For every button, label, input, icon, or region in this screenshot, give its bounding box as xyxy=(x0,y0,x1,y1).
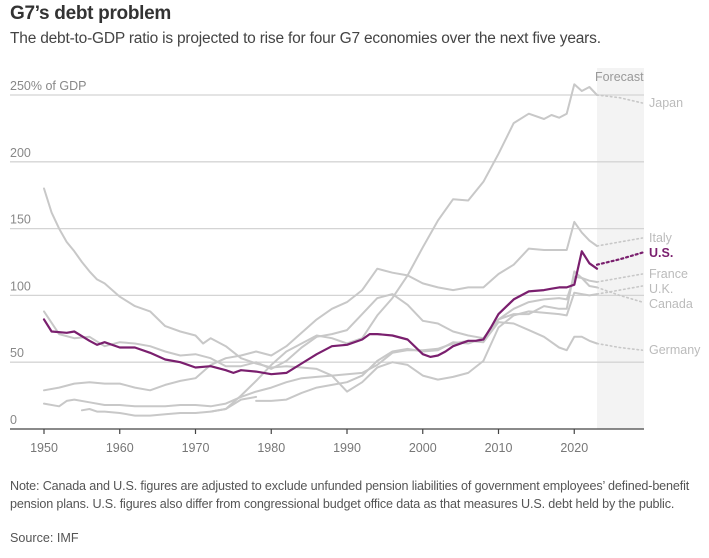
series-label-italy: Italy xyxy=(649,231,673,245)
series-label-germany: Germany xyxy=(649,343,701,357)
series-forecast-canada xyxy=(596,286,644,303)
series-label-u-s: U.S. xyxy=(649,246,673,260)
series-line-u-s xyxy=(42,250,599,376)
y-tick-label-200: 200 xyxy=(10,146,31,160)
series-label-u-k: U.K. xyxy=(649,282,673,296)
series-label-canada: Canada xyxy=(649,297,693,311)
chart-source: Source: IMF xyxy=(10,531,79,545)
series-forecast-italy xyxy=(596,237,644,247)
y-tick-label-0: 0 xyxy=(10,413,17,427)
series-line-germany xyxy=(43,321,598,408)
y-tick-label-100: 100 xyxy=(10,279,31,293)
x-tick-label-2010: 2010 xyxy=(485,441,513,455)
y-tick-label-250: 250% of GDP xyxy=(10,79,86,93)
x-tick-label-1990: 1990 xyxy=(333,441,361,455)
series-forecast-france xyxy=(596,273,644,283)
series-line-unlabeled-short-early-series xyxy=(80,395,258,417)
series-label-japan: Japan xyxy=(649,96,683,110)
forecast-band-layer xyxy=(596,68,644,429)
series-forecast-u-s xyxy=(595,251,644,266)
y-tick-label-50: 50 xyxy=(10,346,24,360)
x-axis: 1950 1960 1970 1980 1990 2000 2010 2020 xyxy=(10,428,644,455)
series-line-u-k xyxy=(43,187,598,393)
x-tick-label-1970: 1970 xyxy=(182,441,210,455)
series-line-canada xyxy=(43,270,598,370)
series-line-japan xyxy=(209,83,598,413)
series-forecast-u-k xyxy=(596,285,644,295)
series-label-france: France xyxy=(649,267,688,281)
x-tick-label-2000: 2000 xyxy=(409,441,437,455)
y-tick-label-150: 150 xyxy=(10,213,31,227)
chart-note: Note: Canada and U.S. figures are adjust… xyxy=(10,479,690,511)
forecast-label: Forecast xyxy=(595,70,644,84)
line-chart: 0 50 100 150 200 250% of GDP 1950 1960 1970 1980… xyxy=(10,68,701,455)
series-lines xyxy=(42,83,644,417)
x-tick-label-2020: 2020 xyxy=(560,441,588,455)
gridlines: 0 50 100 150 200 250% of GDP xyxy=(10,79,644,427)
chart-title: G7’s debt problem xyxy=(10,3,172,24)
series-line-italy xyxy=(43,220,598,392)
series-forecast-germany xyxy=(596,342,644,351)
series-forecast-japan xyxy=(596,94,644,104)
x-tick-label-1960: 1960 xyxy=(106,441,134,455)
chart-subtitle: The debt-to-GDP ratio is projected to ri… xyxy=(10,30,601,47)
x-tick-label-1950: 1950 xyxy=(30,441,58,455)
forecast-band xyxy=(596,68,644,429)
x-tick-label-1980: 1980 xyxy=(257,441,285,455)
